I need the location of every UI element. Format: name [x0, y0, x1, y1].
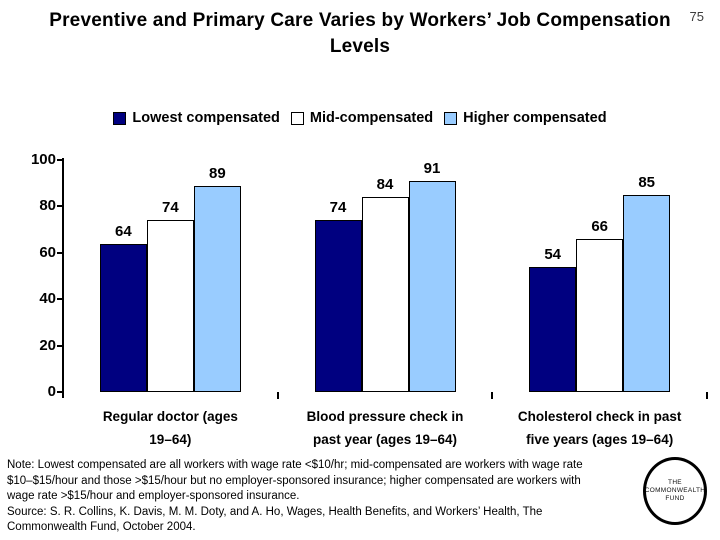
y-axis-tick	[57, 298, 63, 301]
logo-line-commonwealth: COMMONWEALTH	[644, 487, 706, 494]
y-axis-tick	[57, 251, 63, 254]
y-axis-tick-label: 80	[39, 197, 56, 215]
logo-line-fund: FUND	[665, 495, 685, 502]
commonwealth-fund-logo: THE COMMONWEALTH FUND	[643, 457, 707, 525]
bar-mid-compensated-regular-doctor-ages-19-64	[146, 220, 194, 392]
bar-lowest-compensated-regular-doctor-ages-19-64	[99, 243, 147, 392]
legend-item-lowest-compensated: Lowest compensated	[113, 110, 280, 126]
bar-value-label: 91	[423, 159, 441, 177]
y-axis-tick	[57, 205, 63, 208]
y-axis-tick-label: 100	[30, 151, 56, 168]
bar-higher-compensated-cholesterol-check-in-past-five-years-ages-19-64	[623, 194, 671, 392]
chart-legend: Lowest compensated Mid-compensated Higher …	[0, 107, 720, 129]
bar-higher-compensated-regular-doctor-ages-19-64	[193, 185, 241, 392]
bar-value-label: 84	[376, 176, 394, 194]
page-number: 75	[689, 9, 704, 24]
x-axis-category-label: Blood pressure check in past year (ages …	[306, 409, 464, 447]
y-axis-tick-label: 20	[39, 336, 56, 354]
source-text: Source: S. R. Collins, K. Davis, M. M. D…	[7, 505, 543, 534]
legend-label: Mid-compensated	[309, 110, 434, 126]
note-block: Note: Lowest compensated are all workers…	[7, 458, 592, 536]
slide-title: Preventive and Primary Care Varies by Wo…	[49, 10, 671, 57]
bar-mid-compensated-blood-pressure-check-in-past-year-ages-19-64	[361, 197, 409, 392]
x-axis-tick	[491, 392, 494, 399]
legend-label: Lowest compensated	[132, 110, 280, 126]
y-axis-tick-label: 60	[39, 243, 56, 261]
bar-value-label: 85	[638, 173, 655, 191]
legend-label: Higher compensated	[463, 110, 607, 126]
bar-higher-compensated-blood-pressure-check-in-past-year-ages-19-64	[408, 180, 456, 392]
y-axis-tick-label: 40	[39, 290, 56, 308]
legend-swatch-mid-compensated	[290, 111, 304, 125]
y-axis-line	[62, 158, 64, 398]
legend-swatch-higher-compensated	[444, 111, 458, 125]
bar-value-label: 66	[591, 217, 608, 235]
x-axis-category-label: Cholesterol check in past five years (ag…	[517, 409, 682, 447]
y-axis-tick	[57, 159, 63, 161]
bar-mid-compensated-cholesterol-check-in-past-five-years-ages-19-64	[576, 238, 624, 392]
bar-lowest-compensated-blood-pressure-check-in-past-year-ages-19-64	[314, 220, 362, 392]
logo-line-the: THE	[668, 479, 682, 486]
y-axis-tick	[57, 344, 63, 347]
bar-value-label: 64	[114, 222, 132, 240]
y-axis-tick-label: 0	[47, 383, 56, 400]
bar-value-label: 89	[208, 164, 226, 182]
legend-item-higher-compensated: Higher compensated	[444, 110, 607, 126]
x-axis-category-label: Regular doctor (ages 19–64)	[102, 409, 238, 447]
bar-value-label: 74	[329, 199, 347, 217]
legend-swatch-lowest-compensated	[113, 111, 127, 125]
bar-lowest-compensated-cholesterol-check-in-past-five-years-ages-19-64	[529, 266, 577, 392]
y-axis-tick	[57, 391, 63, 393]
bar-value-label: 74	[161, 199, 179, 217]
legend-item-mid-compensated: Mid-compensated	[290, 110, 434, 126]
note-text: Note: Lowest compensated are all workers…	[7, 459, 583, 503]
x-axis-tick	[276, 392, 279, 399]
bar-value-label: 54	[544, 245, 561, 263]
x-axis-tick	[706, 392, 708, 399]
